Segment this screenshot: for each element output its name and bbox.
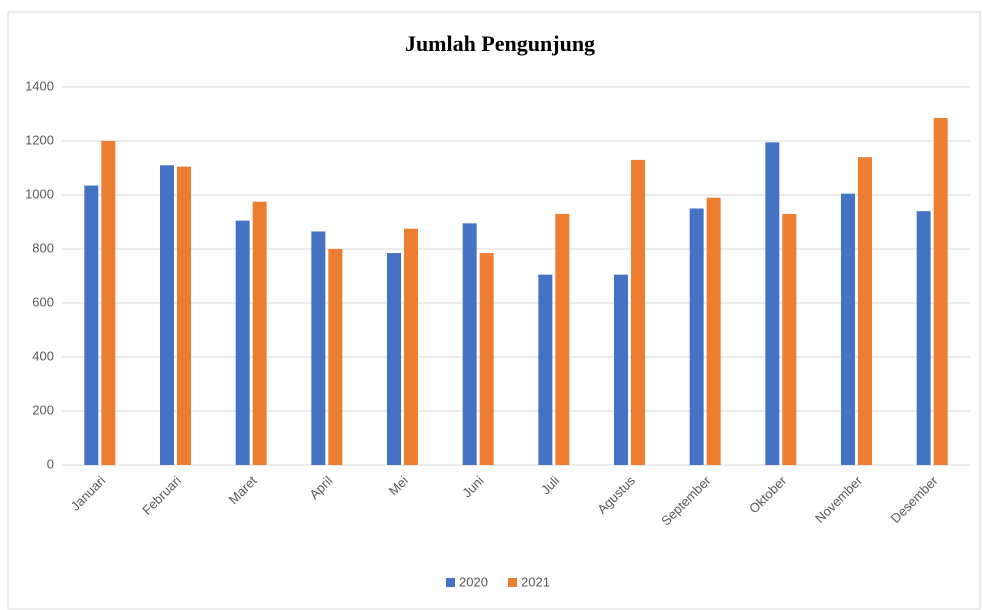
chart-title: Jumlah Pengunjung: [405, 31, 595, 56]
bar: [479, 253, 494, 465]
bar: [462, 223, 477, 465]
legend-swatch: [508, 578, 517, 587]
bar: [101, 141, 116, 465]
bar: [555, 213, 570, 465]
bar: [631, 159, 645, 465]
bar: [765, 142, 780, 465]
bar: [933, 118, 948, 466]
bar: [841, 193, 855, 465]
bar: [706, 197, 721, 465]
y-tick-label: 0: [47, 456, 54, 471]
bar: [404, 228, 418, 465]
bar: [160, 165, 174, 466]
bar: [84, 185, 99, 466]
y-tick-label: 400: [32, 348, 54, 363]
bar: [858, 157, 872, 465]
bar: [782, 213, 797, 465]
bar: [177, 166, 191, 465]
bar: [387, 253, 401, 465]
bar: [538, 274, 553, 465]
y-tick-label: 1400: [25, 78, 54, 93]
bar: [235, 220, 250, 465]
bar: [614, 274, 628, 465]
bar: [916, 211, 931, 465]
y-tick-label: 600: [32, 294, 54, 309]
legend-label: 2021: [521, 574, 550, 589]
y-tick-label: 1000: [25, 186, 54, 201]
bar: [328, 249, 343, 465]
y-tick-label: 1200: [25, 132, 54, 147]
legend-label: 2020: [459, 574, 488, 589]
y-tick-label: 200: [32, 402, 54, 417]
bar: [311, 231, 326, 465]
bar: [689, 208, 704, 465]
bar: [252, 201, 267, 465]
legend-swatch: [446, 578, 455, 587]
y-tick-label: 800: [32, 240, 54, 255]
chart-frame: [7, 11, 981, 610]
